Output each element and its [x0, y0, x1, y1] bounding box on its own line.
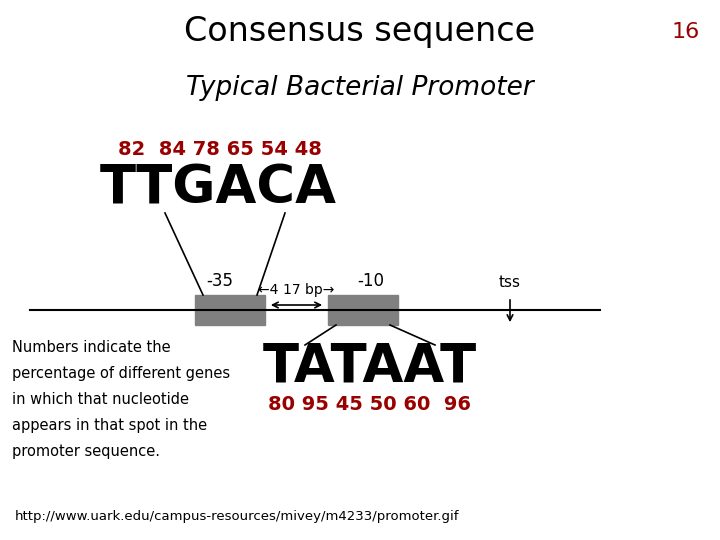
Text: TATAAT: TATAAT	[263, 340, 477, 392]
Text: percentage of different genes: percentage of different genes	[12, 366, 230, 381]
Text: Consensus sequence: Consensus sequence	[184, 15, 536, 48]
Text: promoter sequence.: promoter sequence.	[12, 444, 160, 459]
Text: TTGACA: TTGACA	[100, 162, 337, 214]
Text: -35: -35	[207, 272, 233, 290]
Text: tss: tss	[499, 275, 521, 290]
Bar	[328, 295, 398, 325]
Text: 16: 16	[672, 22, 700, 42]
Text: 82  84 78 65 54 48: 82 84 78 65 54 48	[118, 140, 322, 159]
Text: 80 95 45 50 60  96: 80 95 45 50 60 96	[269, 395, 472, 414]
Text: Numbers indicate the: Numbers indicate the	[12, 340, 171, 355]
Text: appears in that spot in the: appears in that spot in the	[12, 418, 207, 433]
Text: -10: -10	[358, 272, 384, 290]
Text: ←4 17 bp→: ←4 17 bp→	[258, 283, 335, 297]
Text: http://www.uark.edu/campus-resources/mivey/m4233/promoter.gif: http://www.uark.edu/campus-resources/miv…	[15, 510, 459, 523]
Text: Typical Bacterial Promoter: Typical Bacterial Promoter	[186, 75, 534, 101]
Bar	[195, 295, 265, 325]
Text: in which that nucleotide: in which that nucleotide	[12, 392, 189, 407]
